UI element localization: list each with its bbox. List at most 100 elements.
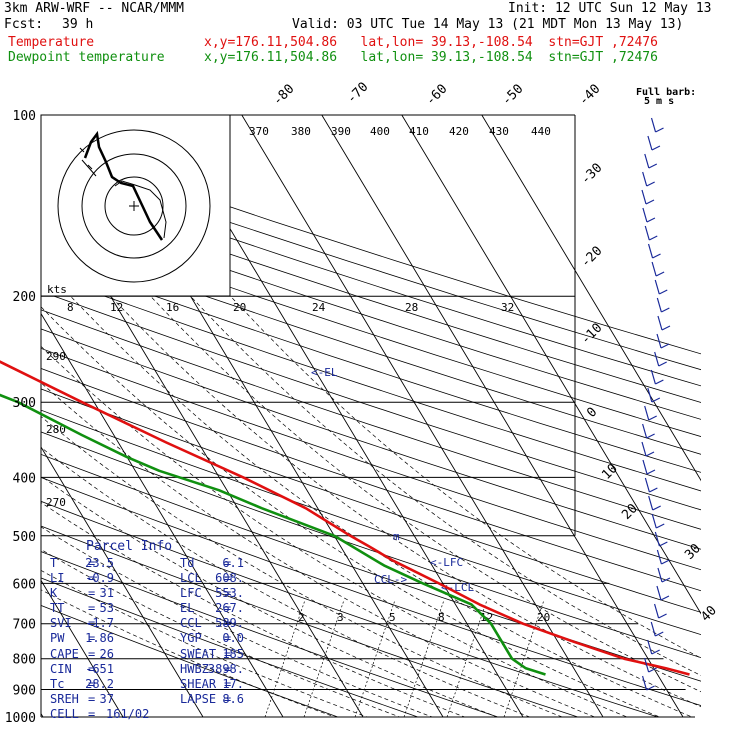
hodograph: kts — [40, 114, 231, 297]
temperature-tick-label: -50 — [499, 82, 526, 109]
parcel-label: = — [88, 661, 96, 676]
lower-mixing-label: 5 — [389, 611, 396, 624]
mixing-ratio-label: 8 — [67, 301, 74, 314]
theta-labels: 290 280 270 — [46, 350, 66, 509]
parcel-value: 23.5 — [85, 556, 114, 570]
wind-barb — [647, 135, 653, 151]
full-barb-units: 5 m s — [644, 96, 674, 107]
parcel-value: 17. — [222, 676, 244, 691]
parcel-markers: <-EL <-LFC CCL-> <-LCL m — [311, 366, 474, 594]
model-title: 3km ARW-WRF -- NCAR/MMM — [4, 1, 185, 16]
mixing-ratio-label: 24 — [312, 301, 326, 314]
wind-barb — [641, 675, 648, 691]
wind-barb — [650, 369, 656, 385]
parcel-value: 1.86 — [85, 631, 114, 646]
temperature-tick-label: -60 — [423, 82, 450, 109]
wind-barb-flag — [660, 343, 670, 349]
parcel-label: = — [224, 691, 232, 706]
parcel-label: LAPSE — [180, 691, 217, 706]
temperature-location: x,y=176.11,504.86 lat,lon= 39.13,-108.54… — [204, 35, 658, 50]
parcel-value: 589. — [215, 616, 244, 631]
init-time: Init: 12 UTC Sun 12 May 13 — [508, 1, 712, 16]
lfc-marker: <-LFC — [430, 556, 463, 569]
parcel-row: T = 23.5 Td = 6.1 — [44, 556, 244, 571]
wind-barb — [647, 243, 654, 259]
parcel-label: SHEAR — [180, 676, 217, 691]
wind-barb-flag — [659, 541, 668, 547]
theta-e-label: 370 — [249, 125, 269, 138]
parcel-label: LCL — [180, 571, 202, 586]
temperature-tick-label: -20 — [578, 244, 605, 271]
pressure-tick-label: 200 — [13, 290, 36, 305]
parcel-row: TT = 53 EL = 267. — [44, 601, 244, 616]
pressure-labels: 100 200 300 400 500 600 700 800 900 1000 — [5, 109, 36, 726]
wind-barb — [651, 261, 657, 277]
parcel-label: CELL — [50, 706, 79, 721]
lower-mixing-label: 3 — [337, 611, 344, 624]
parcel-label: = — [224, 556, 232, 570]
hodograph-trace-low — [114, 180, 167, 239]
wind-barb-flag — [658, 289, 668, 295]
isotherm — [41, 312, 284, 717]
wind-barb-flag — [654, 631, 664, 637]
theta-label: 280 — [46, 423, 66, 436]
wind-barb — [642, 423, 648, 439]
parcel-label: = — [88, 616, 96, 631]
parcel-value: 161/02 — [106, 706, 150, 721]
theta-e-label: 430 — [489, 125, 509, 138]
wind-barb-flag — [661, 559, 670, 565]
temperature-tick-label: -40 — [576, 82, 603, 109]
wind-barb-flag — [646, 469, 656, 475]
theta-e-labels: 370 380 390 400 410 420 430 440 — [249, 125, 551, 138]
parcel-label: YGP — [180, 631, 202, 646]
theta-label: 270 — [46, 496, 66, 509]
parcel-value: 26 — [99, 646, 114, 661]
parcel-value: -0.9 — [85, 571, 114, 586]
theta-e-label: 380 — [291, 125, 311, 138]
parcel-label: = — [224, 601, 232, 616]
wind-barb-flag — [652, 505, 661, 511]
wind-barb — [644, 477, 650, 493]
fcst-label: Fcst: — [4, 17, 44, 32]
pressure-tick-label: 500 — [13, 530, 36, 545]
parcel-row: K = 31 LFC = 553. — [44, 586, 244, 601]
dewpoint-trace — [0, 393, 546, 676]
hodograph-trace — [83, 130, 164, 241]
parcel-label: = — [224, 571, 232, 586]
parcel-label: SREH — [50, 691, 79, 706]
lower-mixing-ratio-labels: 2 3 5 8 12 20 — [298, 611, 550, 624]
isotherm — [481, 115, 701, 482]
wind-barb-flag — [649, 487, 658, 493]
temperature-tick-label: -70 — [344, 80, 371, 107]
hodograph-units: kts — [47, 283, 67, 296]
wind-barb-flag — [646, 433, 655, 439]
isotherm — [41, 579, 124, 717]
wind-barb — [647, 639, 653, 655]
wind-barb — [656, 297, 662, 313]
parcel-label: = — [224, 631, 232, 646]
parcel-label: Tc — [50, 676, 65, 691]
parcel-value: 6.1 — [222, 556, 244, 570]
parcel-info-title: Parcel Info — [86, 539, 173, 554]
valid-time: Valid: 03 UTC Tue 14 May 13 (21 MDT Mon … — [292, 17, 684, 32]
wind-barb-flag — [655, 523, 665, 529]
wind-barb — [651, 513, 657, 529]
wind-barb-flag — [658, 613, 667, 619]
pressure-tick-label: 1000 — [5, 711, 36, 726]
lower-mixing-label: 12 — [480, 611, 493, 624]
pressure-tick-label: 800 — [13, 653, 36, 668]
parcel-label: = — [88, 571, 96, 586]
sounding-traces — [0, 360, 690, 676]
wind-barb — [644, 153, 650, 169]
pressure-tick-label: 300 — [13, 396, 36, 411]
wind-barb-flag — [646, 217, 656, 223]
wind-barb-flag — [648, 415, 657, 421]
isotherm — [321, 115, 684, 717]
wind-barb — [650, 621, 656, 637]
wind-barb — [644, 405, 650, 421]
parcel-label: = — [88, 556, 96, 570]
wind-barb — [641, 189, 647, 205]
wind-barb — [648, 495, 654, 511]
wind-barb-flag — [645, 451, 655, 457]
